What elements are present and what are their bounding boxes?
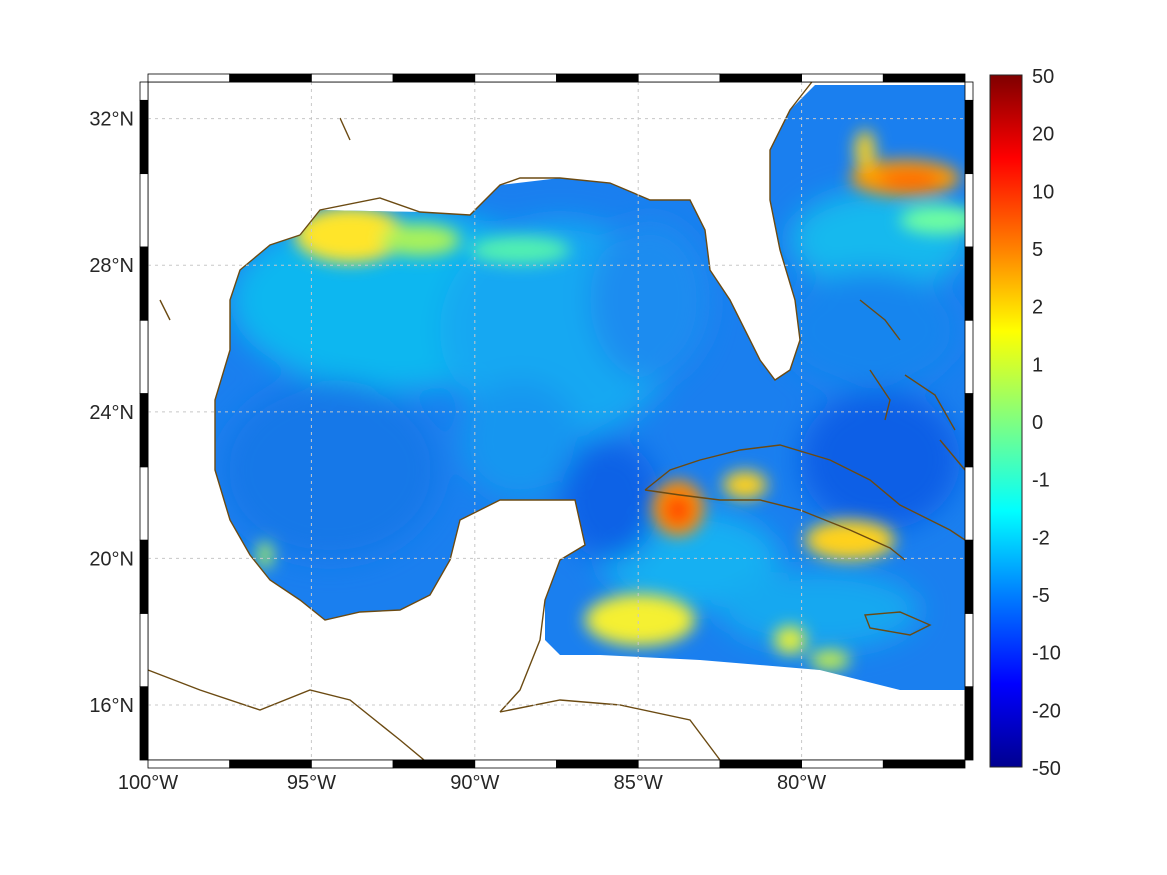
frame-band-right (964, 81, 974, 101)
lon-tick-label: 80°W (777, 772, 826, 794)
graticule (148, 82, 965, 760)
frame-band-bottom (474, 759, 557, 769)
lat-tick-label: 28°N (89, 255, 134, 277)
frame-band-right (964, 246, 974, 321)
frame-band-right (964, 99, 974, 175)
map-frame-border (139, 73, 974, 769)
frame-band-right (964, 466, 974, 541)
lat-tick-label: 24°N (89, 402, 134, 424)
frame-band-left (139, 246, 149, 321)
colorbar-tick-label: -1 (1032, 470, 1050, 492)
longitude-labels: 100°W 95°W 90°W 85°W 80°W (118, 772, 826, 794)
colorbar-tick-label: 50 (1032, 66, 1054, 88)
frame-band-bottom (882, 759, 966, 769)
frame-band-right (964, 686, 974, 761)
frame-band-bottom (310, 759, 394, 769)
frame-band-left (139, 393, 149, 468)
lon-tick-label: 85°W (614, 772, 663, 794)
frame-band-left (139, 81, 149, 101)
frame-band-bottom (719, 759, 803, 769)
frame-band-right (964, 173, 974, 248)
frame-band-top (637, 73, 721, 83)
lon-tick-label: 90°W (450, 772, 499, 794)
colorbar-tick-label: -10 (1032, 643, 1061, 665)
lat-tick-label: 32°N (89, 109, 134, 131)
frame-band-top (392, 73, 476, 83)
colorbar-tick-label: 5 (1032, 239, 1043, 261)
lat-tick-label: 20°N (89, 548, 134, 570)
frame-band-top (147, 73, 231, 83)
lon-tick-label: 100°W (118, 772, 178, 794)
frame-band-left (139, 539, 149, 614)
frame-band-bottom (556, 759, 639, 769)
frame-band-left (139, 319, 149, 394)
frame-band-top (719, 73, 803, 83)
frame-band-top (474, 73, 557, 83)
frame-band-left (139, 686, 149, 761)
frame-band-right (964, 613, 974, 688)
frame-band-top (882, 73, 966, 83)
coastline (147, 77, 966, 766)
lat-tick-label: 16°N (89, 695, 134, 717)
frame-band-top (310, 73, 394, 83)
frame-band-top (556, 73, 639, 83)
colorbar-tick-label: -20 (1032, 700, 1061, 722)
colorbar-tick-label: 20 (1032, 124, 1054, 146)
frame-band-bottom (147, 759, 231, 769)
lon-tick-label: 95°W (287, 772, 336, 794)
colorbar-tick-label: 0 (1032, 412, 1043, 434)
frame-band-bottom (637, 759, 721, 769)
frame-band-left (139, 466, 149, 541)
frame-band-right (964, 393, 974, 468)
colorbar-tick-label: -2 (1032, 527, 1050, 549)
colorbar-tick-label: 10 (1032, 181, 1054, 203)
colorbar-tick-label: -50 (1032, 758, 1061, 780)
colorbar-tick-label: 1 (1032, 354, 1043, 376)
frame-band-right (964, 319, 974, 394)
frame-band-left (139, 99, 149, 175)
frame-band-bottom (229, 759, 312, 769)
colorbar-tick-label: 2 (1032, 297, 1043, 319)
latitude-labels: 32°N 28°N 24°N 20°N 16°N (89, 109, 134, 717)
frame-band-bottom (801, 759, 884, 769)
frame-band-right (964, 539, 974, 614)
colorbar-tick-label: -5 (1032, 585, 1050, 607)
frame-band-bottom (392, 759, 476, 769)
colorbar (989, 74, 1023, 768)
frame-band-left (139, 173, 149, 248)
frame-band-top (801, 73, 884, 83)
frame-band-left (139, 613, 149, 688)
frame-band-top (229, 73, 312, 83)
